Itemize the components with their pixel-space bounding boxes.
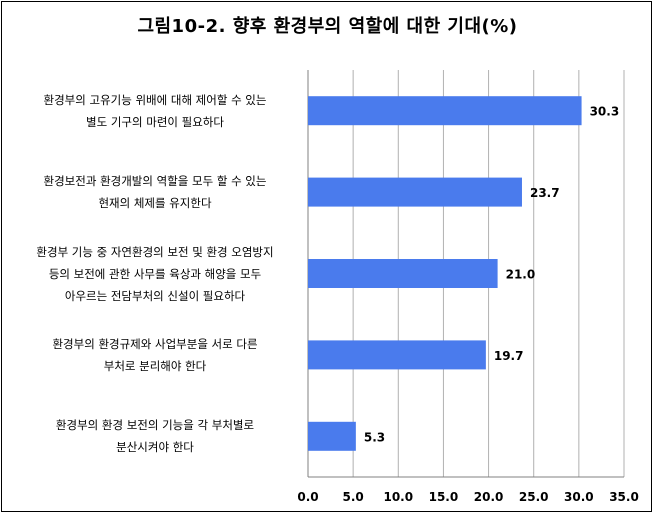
category-label-line: 분산시켜야 한다 [116,440,194,455]
bar [308,96,582,126]
x-tick-label: 0.0 [297,490,318,504]
data-label: 21.0 [506,268,536,282]
bar [308,259,498,288]
x-tick-label: 35.0 [609,490,639,504]
x-tick-label: 15.0 [429,490,459,504]
category-label-line: 부처로 분리해야 한다 [103,358,207,373]
category-label-line: 환경부의 환경 보전의 기능을 각 부처별로 [55,418,255,433]
x-tick-label: 25.0 [519,490,549,504]
x-tick-label: 5.0 [343,490,364,504]
data-label: 30.3 [590,105,620,119]
x-tick-label: 30.0 [564,490,594,504]
data-label: 5.3 [364,430,385,444]
category-label-line: 환경부 기능 중 자연환경의 보전 및 환경 오염방지 [36,244,274,259]
category-label-line: 환경부의 환경규제와 사업부분을 서로 다른 [52,336,258,351]
category-label-line: 아우르는 전담부처의 신설이 필요하다 [64,288,246,303]
chart-title: 그림10-2. 향후 환경부의 역할에 대한 기대(%) [137,16,518,37]
category-label-line: 환경부의 고유기능 위배에 대해 제어할 수 있는 [43,92,267,107]
x-tick-label: 10.0 [383,490,413,504]
category-label-line: 현재의 체제를 유지한다 [98,196,212,211]
bar [308,177,522,207]
category-label-line: 등의 보전에 관한 사무를 육상과 해양을 모두 [48,266,262,281]
bar [308,421,356,451]
x-tick-label: 20.0 [474,490,504,504]
data-label: 19.7 [494,349,524,363]
category-label-line: 별도 기구의 마련이 필요하다 [86,114,224,129]
bar [308,340,486,370]
data-label: 23.7 [530,186,560,200]
category-label-line: 환경보전과 환경개발의 역할을 모두 할 수 있는 [43,174,267,189]
